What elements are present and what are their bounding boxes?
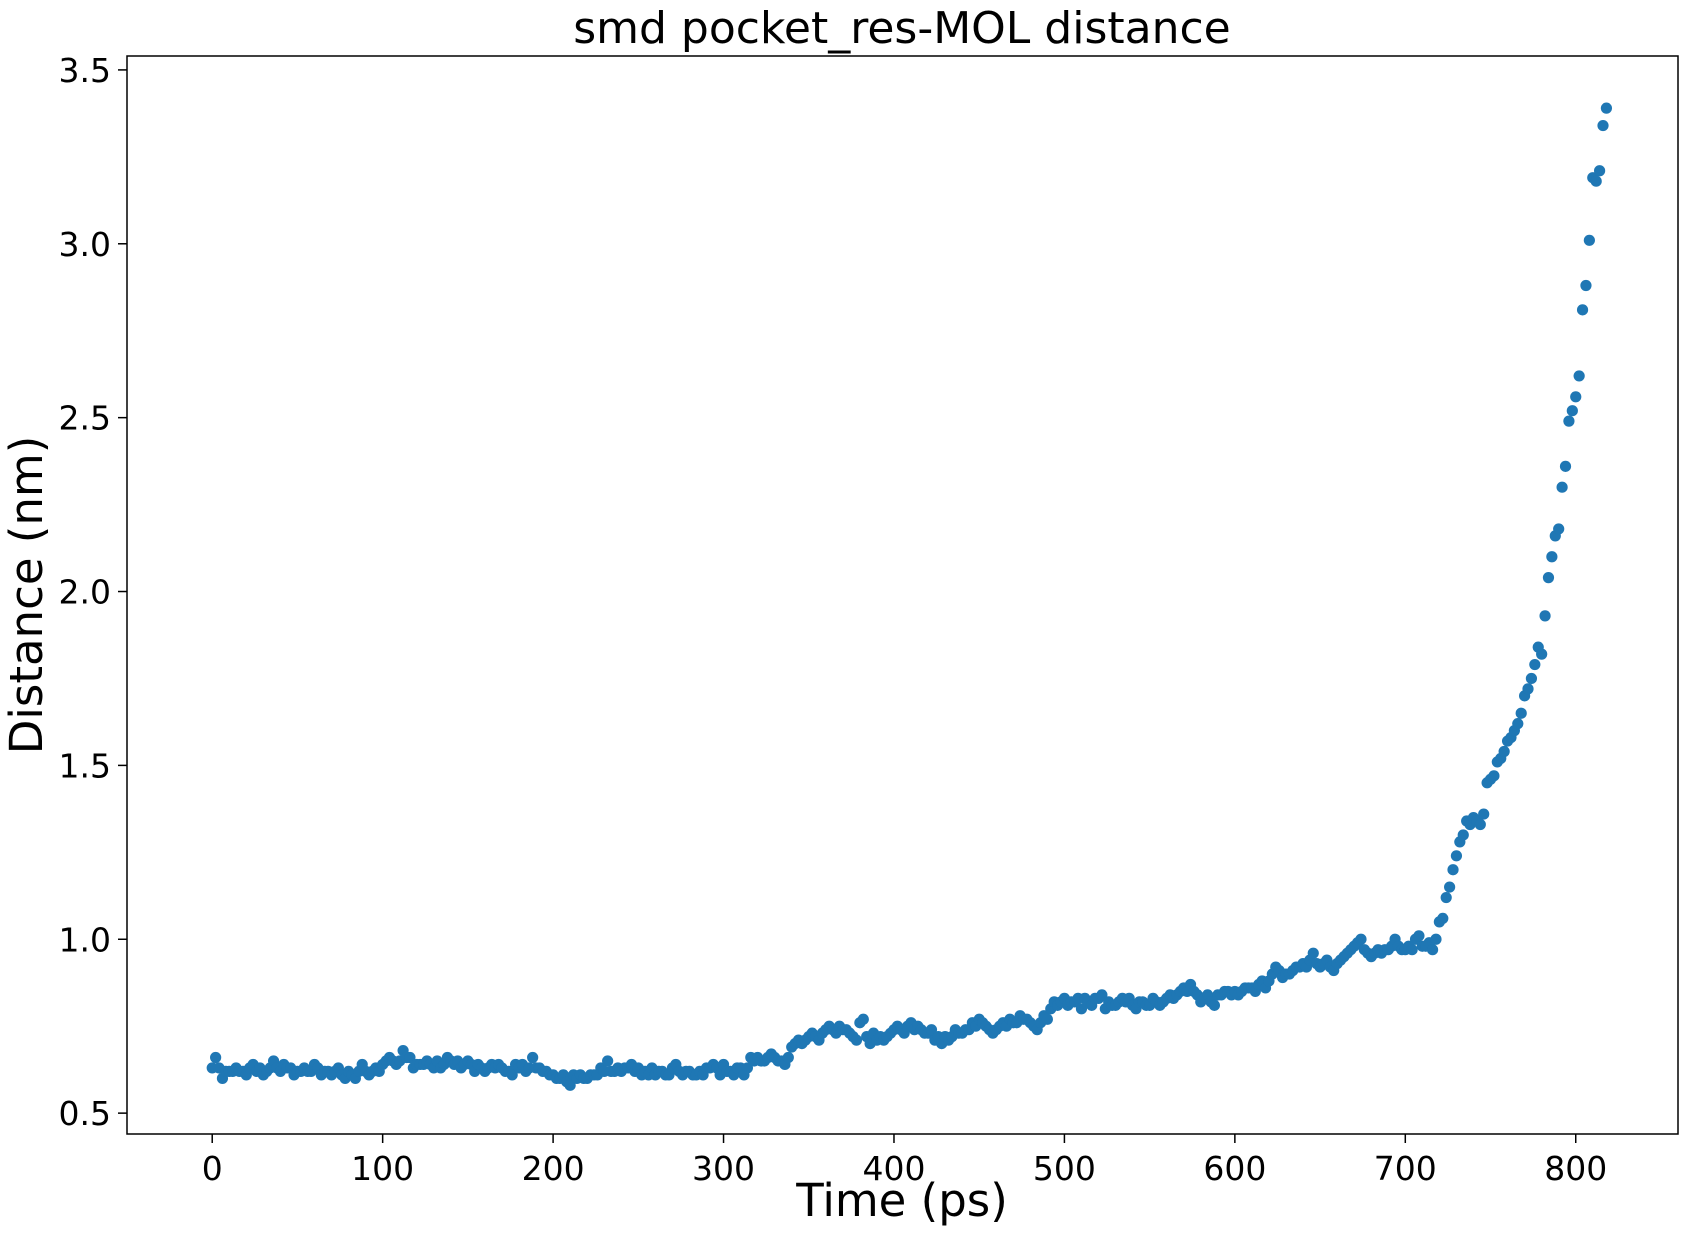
data-point [1600,102,1613,114]
x-tick-label: 0 [202,1149,223,1188]
data-point [1430,933,1442,945]
data-point [1529,658,1541,671]
data-point [602,1055,614,1067]
plot-frame [126,55,1679,1135]
data-point [1590,175,1602,187]
x-axis-label: Time (ps) [795,1174,1008,1227]
y-tick-label: 2.5 [59,399,111,438]
data-point [1553,523,1565,535]
x-axis: 0 100 200 300 400 500 600 700 800 [202,1134,1607,1188]
y-axis: 0.5 1.0 1.5 2.0 2.5 3.0 3.5 [59,51,127,1133]
data-point [1488,770,1500,782]
data-point [1208,999,1220,1011]
data-point [1570,391,1582,403]
data-point [564,1079,576,1091]
data-point [782,1051,794,1064]
data-point [1556,481,1568,493]
data-point [1041,1013,1053,1025]
data-point [1559,460,1572,472]
chart-title: smd pocket_res-MOL distance [573,3,1231,54]
x-tick-label: 800 [1544,1149,1607,1188]
data-point [1478,808,1490,820]
data-point [1566,405,1578,417]
x-tick-label: 300 [692,1149,755,1188]
data-point [1539,610,1551,622]
data-point [527,1051,539,1064]
data-point [404,1051,416,1064]
x-tick-label: 400 [862,1149,925,1188]
x-tick-label: 600 [1203,1149,1266,1188]
y-tick-label: 1.5 [59,746,111,785]
data-point [1307,947,1319,959]
data-point [925,1024,938,1036]
data-point [1583,234,1595,246]
data-point [1573,370,1585,382]
x-tick-label: 200 [522,1149,585,1188]
data-point [1450,850,1463,862]
data-point [1075,1003,1088,1015]
y-tick-label: 3.5 [59,51,111,90]
y-tick-label: 3.0 [59,225,111,264]
data-point [1444,881,1456,893]
data-point [1594,165,1606,177]
data-point [210,1051,222,1064]
data-point [1597,119,1609,132]
y-tick-label: 1.0 [59,920,111,959]
data-point [1474,818,1486,831]
x-tick-label: 700 [1374,1149,1437,1188]
y-axis-label: Distance (nm) [0,436,53,755]
data-point [1440,891,1452,904]
x-tick-label: 500 [1033,1149,1096,1188]
data-point [506,1069,518,1081]
data-point [1515,707,1527,719]
data-point [1522,683,1534,695]
data-point [1457,829,1469,841]
data-point [1576,304,1589,316]
y-tick-label: 0.5 [59,1094,111,1133]
data-point [1525,672,1538,685]
x-tick-label: 100 [351,1149,414,1188]
data-point [1406,944,1418,956]
data-point [1498,745,1510,758]
scatter-points [206,102,1613,1091]
data-point [1536,648,1548,660]
data-point [1096,989,1108,1001]
data-point [1355,933,1367,945]
data-point [1542,572,1555,584]
data-point [1563,415,1575,427]
data-point [1413,930,1425,942]
data-point [850,1034,863,1046]
data-point [1580,279,1592,292]
data-point [1437,912,1449,925]
data-point [1426,944,1439,956]
data-point [1546,551,1558,563]
y-tick-label: 2.0 [59,573,111,612]
data-point [1447,864,1459,876]
data-point [741,1062,754,1074]
data-point [857,1013,869,1025]
data-point [1512,718,1524,730]
